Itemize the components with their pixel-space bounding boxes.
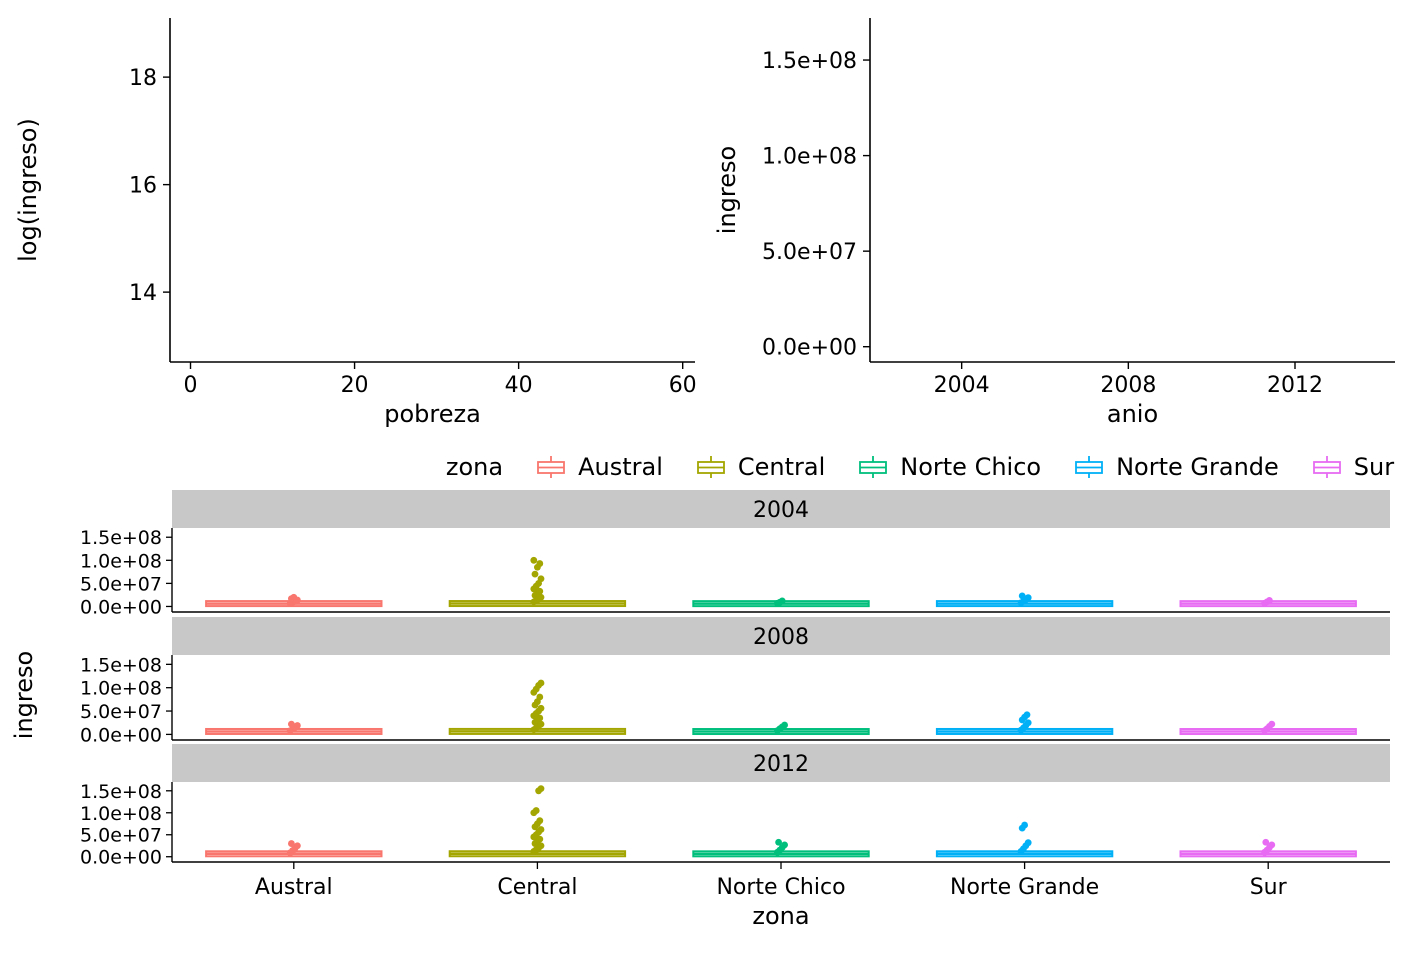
x-tick-label: 0 [184,373,198,398]
outlier-point [537,679,545,687]
legend-label: Sur [1353,453,1395,481]
x-axis-title: anio [1107,400,1158,428]
legend-label: Austral [578,453,663,481]
outlier-point [294,842,301,850]
y-tick-label: 0.0e+00 [762,336,857,361]
boxplot-key-icon [537,456,565,478]
x-tick-label: Austral [255,875,333,900]
outlier-point [531,570,539,578]
legend-title: zona [445,453,504,481]
outlier-point [1018,592,1026,600]
x-axis-title: zona [752,902,809,930]
facet-strip [172,617,1390,655]
x-tick-label: 20 [341,373,369,398]
outlier-point [1024,719,1032,727]
x-tick-label: Norte Grande [950,875,1099,900]
boxplot-key-icon [696,456,725,478]
legend-item-norte-chico: Norte Chico [855,453,1041,481]
x-tick-label: Central [497,875,577,900]
legend: zona Austral Central Norte Chico Norte Gran… [420,448,1420,486]
facet-strip-label: 2012 [753,752,809,777]
facet-strip [172,490,1390,528]
outlier-point [778,597,786,605]
outlier-point [537,785,545,792]
y-tick-label: 5.0e+07 [80,825,162,847]
outlier-point [537,704,545,712]
y-tick-label: 5.0e+07 [80,701,162,723]
legend-item-sur: Sur [1309,453,1394,481]
outlier-point [1262,838,1270,846]
y-tick-label: 0.0e+00 [80,596,162,618]
y-tick-label: 0.0e+00 [80,724,162,746]
outlier-point [1024,594,1032,602]
facet-strip-label: 2008 [753,625,809,650]
y-tick-label: 5.0e+07 [762,240,857,265]
legend-item-austral: Austral [533,453,663,481]
y-tick-label: 1.0e+08 [762,145,857,170]
outlier-point [290,593,298,601]
outlier-point [288,720,295,728]
outlier-point [537,826,545,833]
outlier-point [537,575,545,583]
y-tick-label: 16 [129,174,157,199]
y-tick-label: 1.5e+08 [762,49,857,74]
outlier-point [1021,821,1028,829]
outlier-point [1024,839,1032,847]
outlier-point [775,838,782,846]
outlier-point [781,841,788,849]
outlier-point [294,722,301,729]
outlier-point [1266,597,1273,604]
y-tick-label: 1.0e+08 [80,550,162,572]
x-tick-label: Sur [1250,875,1288,900]
facet-strip [172,744,1390,782]
scatter-pobreza-chart: 14 16 18 0 20 40 60 pobreza log(ingreso) [14,18,697,428]
legend-items: Austral Central Norte Chico Norte Grande Sur [533,453,1394,481]
y-tick-label: 0.0e+00 [80,847,162,869]
x-tick-label: 60 [669,373,697,398]
facet-strip-label: 2004 [753,498,809,523]
outlier-point [536,560,544,567]
y-tick-label: 1.0e+08 [80,803,162,825]
x-axis-title: pobreza [384,400,481,428]
y-axis-title: ingreso [713,146,741,234]
y-tick-label: 5.0e+07 [80,573,162,595]
outlier-point [530,556,538,564]
legend-label: Norte Chico [900,453,1042,481]
scatter-anio-chart: 0.0e+00 5.0e+07 1.0e+08 1.5e+08 2004 2008 2012… [713,18,1395,428]
outlier-point [536,587,544,595]
legend-item-norte-grande: Norte Grande [1071,453,1279,481]
x-tick-label: 2004 [934,373,990,398]
outlier-point [781,721,788,729]
outlier-point [1023,711,1031,719]
y-tick-label: 1.5e+08 [80,781,162,803]
y-axis-title: log(ingreso) [14,118,42,262]
y-tick-label: 18 [129,66,157,91]
y-axis-title: ingreso [10,651,38,739]
outlier-point [288,840,295,847]
x-tick-label: 40 [505,373,533,398]
outlier-point [536,714,544,722]
boxplot-key-icon [1075,456,1103,478]
outlier-point [536,693,544,701]
y-tick-label: 1.0e+08 [80,678,162,700]
legend-item-central: Central [693,453,825,481]
legend-label: Central [737,453,826,481]
outlier-point [1268,720,1276,728]
legend-label: Norte Grande [1116,453,1279,481]
boxplot-key-icon [1312,456,1341,478]
y-tick-label: 14 [129,281,157,306]
boxplot-key-icon [859,456,888,478]
y-tick-label: 1.5e+08 [80,527,162,549]
outlier-point [536,817,544,825]
x-tick-label: 2008 [1100,373,1156,398]
faceted-boxplot-chart: 20040.0e+005.0e+071.0e+081.5e+0820080.0e… [10,490,1390,930]
outlier-point [532,807,540,814]
x-tick-label: 2012 [1267,373,1323,398]
y-tick-label: 1.5e+08 [80,654,162,676]
outlier-point [1268,841,1276,849]
x-tick-label: Norte Chico [716,875,845,900]
